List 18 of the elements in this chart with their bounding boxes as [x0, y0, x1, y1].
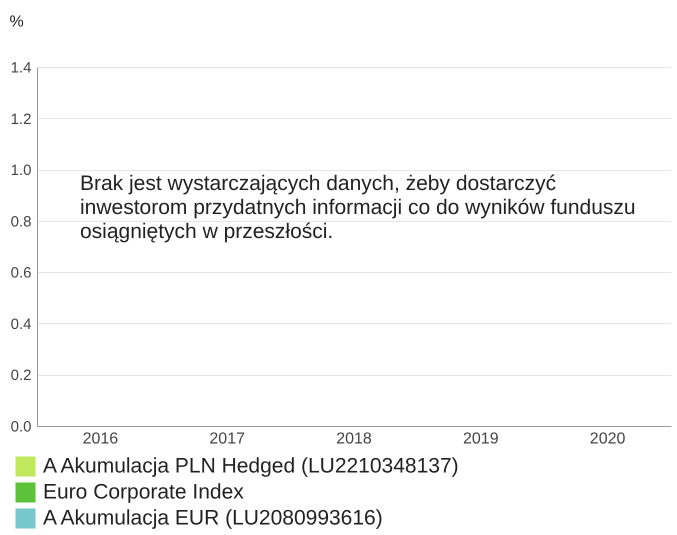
- legend-label: A Akumulacja EUR (LU2080993616): [43, 506, 383, 530]
- legend-label: A Akumulacja PLN Hedged (LU2210348137): [43, 454, 459, 478]
- y-tick-label: 1.4: [10, 60, 32, 76]
- x-tick-label: 2017: [209, 430, 246, 448]
- y-tick-label: 0.0: [10, 418, 32, 436]
- y-tick-label: 1.0: [10, 162, 32, 180]
- y-tick-label: 0.6: [10, 264, 32, 282]
- x-tick-label: 2020: [590, 430, 626, 448]
- y-tick-label: 0.4: [10, 316, 32, 333]
- y-axis-title: %: [10, 14, 24, 30]
- y-tick-label: 0.8: [10, 213, 32, 230]
- legend-label: Euro Corporate Index: [43, 480, 244, 504]
- y-tick-label: 0.2: [10, 367, 32, 384]
- x-tick-label: 2016: [82, 430, 118, 448]
- x-tick-label: 2019: [463, 430, 499, 448]
- annotation: Brak jest wystarczających danych, żeby dostarczyć inwestorom przydatnych informacji co do wyników funduszu osiągniętych w przeszłości.: [80, 172, 636, 243]
- y-tick-label: 1.2: [10, 110, 32, 128]
- x-tick-label: 2018: [336, 430, 372, 448]
